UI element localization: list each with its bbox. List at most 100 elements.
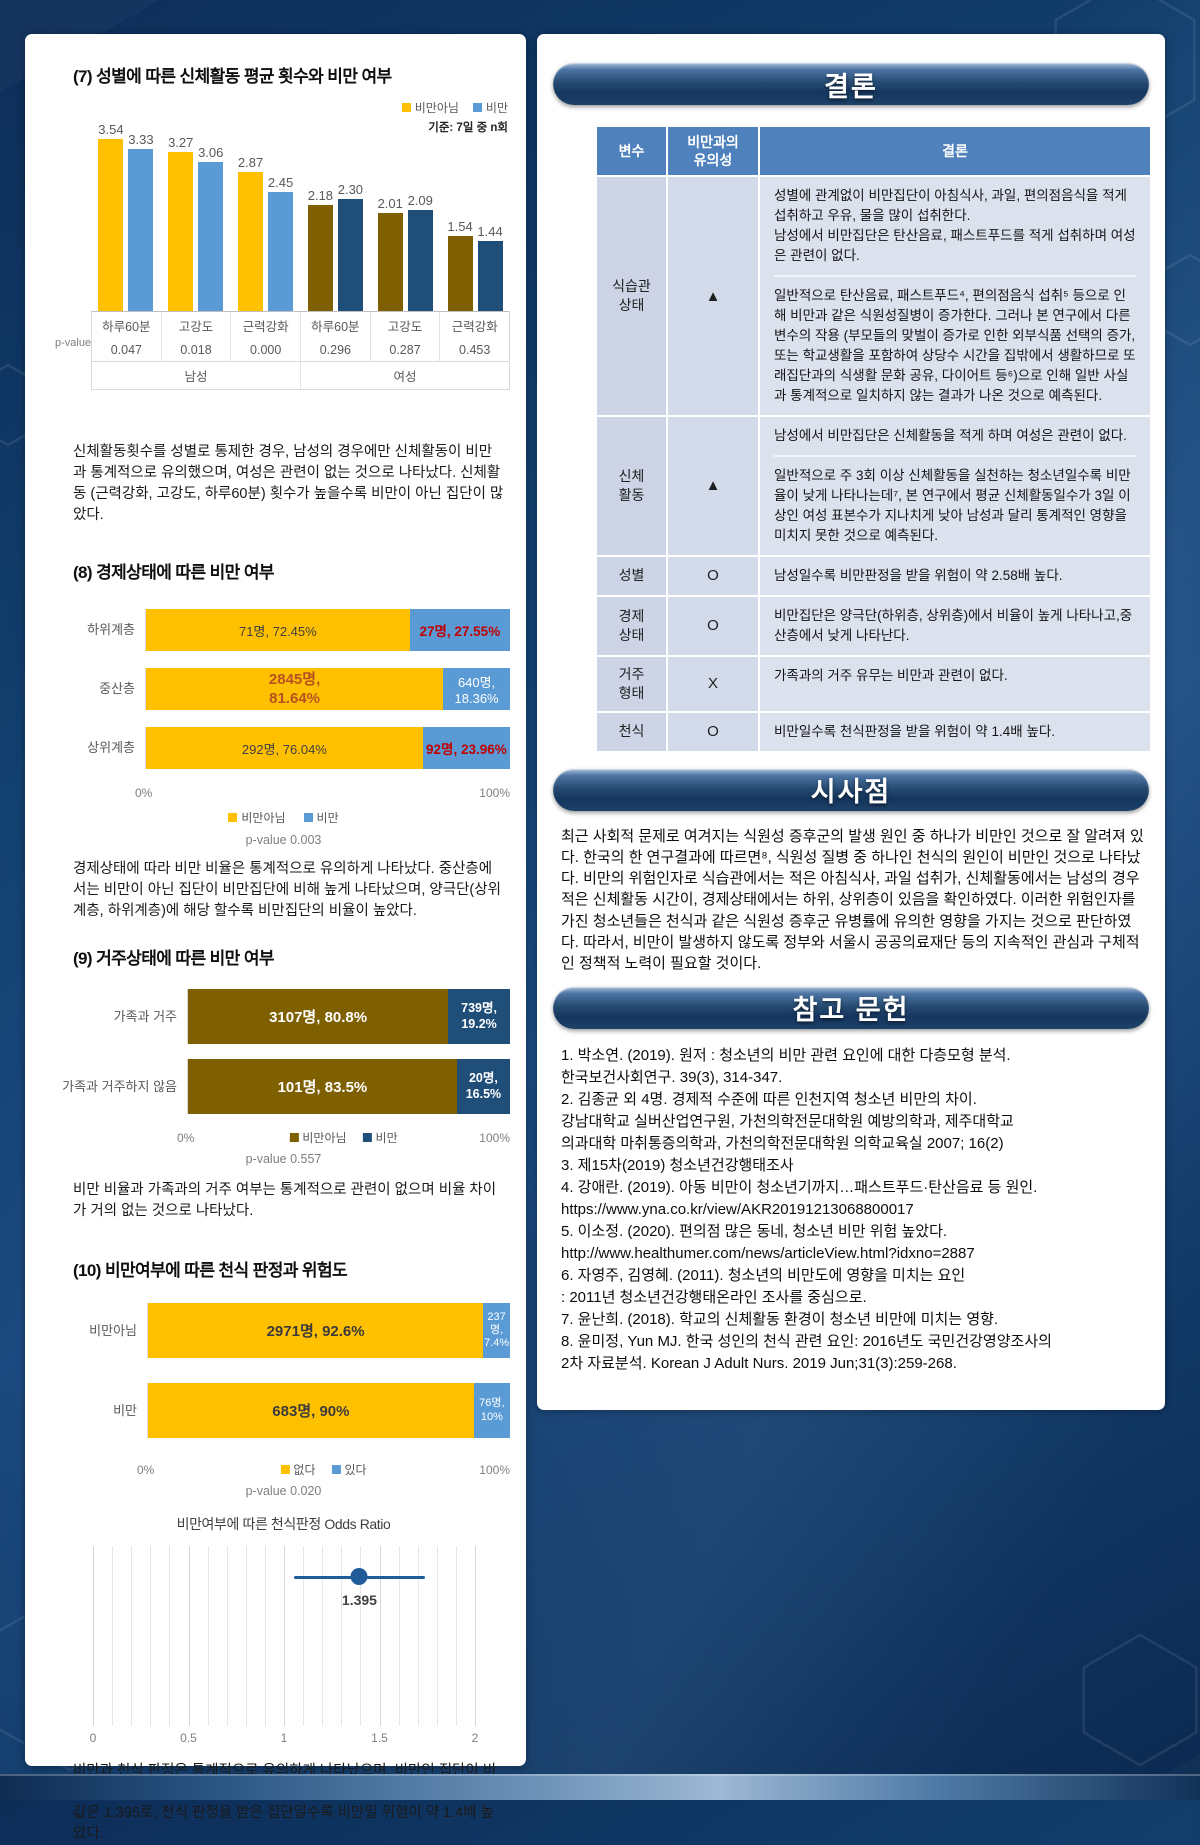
category-row: 하루60분 고강도 근력강화 하루60분 고강도 근력강화 bbox=[92, 312, 509, 339]
legend-item: 비만 bbox=[362, 1129, 398, 1146]
p-value: 0.018 bbox=[162, 339, 232, 361]
conclusion-header-label: 결론 bbox=[824, 71, 878, 102]
stacked-bar: 292명, 76.04% 92명, 23.96% bbox=[145, 727, 510, 770]
p-value: 0.453 bbox=[459, 343, 491, 357]
legend-label: 비만아님 bbox=[302, 1131, 347, 1146]
row-label: 가족과 거주하지 않음 bbox=[62, 1078, 177, 1094]
bar-rect bbox=[268, 192, 294, 311]
axis-spacer bbox=[57, 786, 135, 800]
section10-title: (10) 비만여부에 따른 천식 판정과 위험도 bbox=[73, 1261, 348, 1281]
column-header-variable: 변수 bbox=[597, 127, 668, 176]
gridline bbox=[131, 1546, 133, 1727]
segment-primary: 2971명, 92.6% bbox=[148, 1303, 484, 1359]
reference-item: 4. 강애란. (2019). 아동 비만이 청소년기까지…패스트푸드·탄산음료… bbox=[561, 1178, 1038, 1218]
axis-inner: 0% 100% bbox=[135, 786, 510, 800]
segment-primary: 292명, 76.04% bbox=[146, 727, 423, 770]
activity-bar-group: 3.27 3.06 bbox=[161, 135, 231, 311]
bar-rect bbox=[98, 139, 124, 311]
axis-max-label: 100% bbox=[479, 1131, 510, 1146]
references-list: 1. 박소연. (2019). 원저 : 청소년의 비만 관련 요인에 대한 다… bbox=[561, 1045, 1149, 1376]
p-value: 0.296 bbox=[301, 339, 371, 361]
axis-tick: 0.5 bbox=[180, 1731, 197, 1746]
conclusion-header-band: 결론 bbox=[553, 63, 1149, 105]
legend: 없다 있다 bbox=[280, 1461, 367, 1478]
reference-item: 2. 김종균 외 4명. 경제적 수준에 따른 인천지역 청소년 비만의 차이.… bbox=[561, 1090, 1014, 1152]
conclusion-table: 변수 비만과의 유의성 결론 식습관 상태 ▲ 성별에 관계없이 비만집단이 아침식… bbox=[597, 127, 1150, 751]
bar: 2.09 bbox=[407, 193, 433, 311]
stacked-bar: 71명, 72.45% 27명, 27.55% bbox=[145, 609, 510, 652]
bar-value: 3.06 bbox=[198, 145, 224, 161]
bar-value: 3.33 bbox=[128, 132, 154, 148]
conclusion-cell: 남성에서 비만집단은 신체활동을 적게 하며 여성은 관련이 없다. 일반적으로 … bbox=[760, 417, 1150, 555]
axis-min-label: 0% bbox=[137, 1463, 155, 1478]
legend-swatch bbox=[472, 103, 482, 112]
legend-item: 비만아님 bbox=[401, 99, 459, 116]
axis-inner: 0% 없다 있다 100% bbox=[137, 1463, 510, 1477]
left-panel: (7) 성별에 따른 신체활동 평균 횟수와 비만 여부 비만아님 비만 기준: … bbox=[25, 34, 526, 1842]
bar-value: 1.44 bbox=[477, 224, 503, 239]
row-label: 상위계층 bbox=[87, 740, 135, 756]
axis-row: 0% 비만아님 비만 100% bbox=[57, 1131, 510, 1145]
axis-min-label: 0% bbox=[135, 786, 153, 801]
implications-text: 최근 사회적 문제로 여겨지는 식원성 증후군의 발생 원인 중 하나가 비만인… bbox=[561, 827, 1144, 973]
category-label: 고강도 bbox=[162, 312, 232, 339]
legend-label: 있다 bbox=[344, 1463, 367, 1478]
legend-swatch bbox=[289, 1133, 299, 1143]
activity-bar-group: 3.54 3.33 bbox=[91, 122, 161, 311]
bar-rect bbox=[198, 162, 224, 311]
bar: 2.87 bbox=[238, 155, 263, 311]
gridline bbox=[379, 1546, 381, 1727]
residence-stacked-chart: 가족과 거주 3107명, 80.8% 739명, 19.2% 가족과 거주하지 않음… bbox=[57, 989, 510, 1166]
conclusion-table-row: 식습관 상태 ▲ 성별에 관계없이 비만집단이 아침식사, 과일, 편의점음식을 적… bbox=[597, 175, 1150, 416]
conclusion-table-row: 성별 O 남성일수록 비만판정을 받을 위험이 약 2.58배 높다. bbox=[597, 554, 1150, 595]
conclusion-table-header: 변수 비만과의 유의성 결론 bbox=[597, 127, 1150, 176]
bar: 2.18 bbox=[308, 188, 333, 311]
gridline bbox=[226, 1546, 228, 1727]
implications-header-label: 시사점 bbox=[810, 777, 892, 808]
axis-tick: 2 bbox=[471, 1731, 479, 1746]
legend-label: 비만아님 bbox=[414, 101, 459, 115]
axis-row: 0% 100% bbox=[57, 786, 510, 800]
activity-chart-legend: 비만아님 비만 기준: 7일 중 n회 bbox=[401, 99, 508, 135]
conclusion-table-row: 거주 형태 X 가족과의 거주 유무는 비만과 관련이 없다. bbox=[597, 654, 1150, 711]
gridline bbox=[436, 1546, 438, 1727]
gridline bbox=[150, 1546, 152, 1727]
legend-swatch bbox=[401, 103, 411, 112]
category-label: 하루60분 bbox=[92, 312, 162, 339]
odds-ratio-axis: 0 0.5 1 1.5 2 bbox=[89, 1731, 479, 1749]
bar: 2.01 bbox=[378, 196, 403, 311]
economic-stacked-chart: 하위계층 71명, 72.45% 27명, 27.55% 중산층 2845명, 81.6… bbox=[57, 609, 510, 847]
bar-rect bbox=[337, 199, 363, 311]
axis-tick: 0 bbox=[89, 1731, 97, 1746]
conclusion-cell: 성별에 관계없이 비만집단이 아침식사, 과일, 편의점음식을 적게 섭취하고 … bbox=[760, 177, 1150, 416]
bar: 1.44 bbox=[477, 224, 503, 311]
legend-swatch bbox=[228, 813, 238, 823]
stacked-bar-row: 중산층 2845명, 81.64% 640명, 18.36% bbox=[57, 668, 510, 711]
references-header-band: 참고 문헌 bbox=[553, 986, 1149, 1029]
conclusion-cell: 남성일수록 비만판정을 받을 위험이 약 2.58배 높다. bbox=[760, 556, 1150, 595]
bar: 3.06 bbox=[198, 145, 224, 311]
variable-cell: 경제 상태 bbox=[597, 596, 668, 655]
bar-value: 2.18 bbox=[307, 188, 334, 204]
bar: 2.45 bbox=[268, 175, 294, 311]
bar-value: 2.01 bbox=[377, 196, 403, 212]
stacked-bar: 3107명, 80.8% 739명, 19.2% bbox=[187, 989, 510, 1045]
bar-value: 2.30 bbox=[337, 182, 364, 198]
stacked-bar-row: 비만 683명, 90% 76명, 10% bbox=[57, 1383, 510, 1439]
activity-description: 신체활동횟수를 성별로 통제한 경우, 남성의 경우에만 신체활동이 비만과 통… bbox=[73, 444, 504, 524]
p-value-axis-label: p-value bbox=[55, 337, 92, 349]
p-value-row: 0.047 0.018 0.000 0.296 0.287 0.453 bbox=[92, 339, 509, 361]
odds-ratio-chart: 비만여부에 따른 천식판정 Odds Ratio 1.395 0 0.5 1 1.5 2 bbox=[57, 1514, 510, 1749]
activity-bar-chart: 비만아님 비만 기준: 7일 중 n회 3.54 3.33 3.27 3.06 2.87 2… bbox=[55, 101, 510, 390]
category-label: 하루60분 bbox=[301, 312, 371, 339]
section9-title: (9) 거주상태에 따른 비만 여부 bbox=[73, 949, 275, 969]
gridline bbox=[417, 1546, 419, 1727]
p-value-label: p-value 0.003 bbox=[245, 833, 322, 848]
stacked-bar: 101명, 83.5% 20명, 16.5% bbox=[187, 1059, 510, 1115]
p-value-label: p-value 0.020 bbox=[245, 1484, 322, 1499]
gridline bbox=[360, 1546, 362, 1727]
axis-spacer bbox=[57, 1463, 137, 1477]
legend-item: 비만아님 bbox=[228, 809, 286, 826]
bar-rect bbox=[407, 209, 433, 311]
axis-min-label: 0% bbox=[177, 1131, 195, 1146]
